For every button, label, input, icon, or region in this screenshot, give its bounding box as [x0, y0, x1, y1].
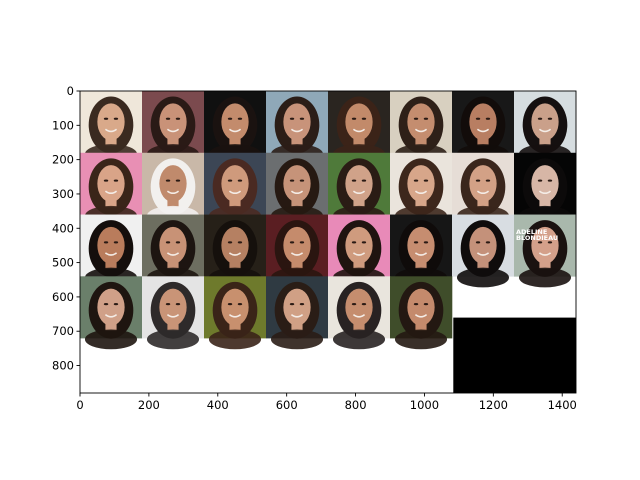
face-tile	[328, 276, 391, 350]
face-tile	[142, 91, 205, 164]
x-tick-label: 400	[207, 398, 229, 412]
x-tick-label: 600	[276, 398, 298, 412]
face-tile	[328, 91, 391, 164]
face-tile	[80, 152, 143, 226]
face-tile	[266, 91, 329, 164]
y-tick-label: 700	[52, 324, 74, 338]
face-tile	[452, 91, 515, 164]
x-tick-label: 0	[76, 398, 83, 412]
empty-tile-area	[453, 317, 576, 393]
face-tiles	[80, 91, 577, 350]
x-axis: 0 200 400 600 800 1000 1200 1400	[76, 393, 577, 412]
tile-watermark-line2: BLONDIEAU	[516, 234, 558, 242]
axes-frame	[79, 90, 577, 394]
face-tile	[452, 152, 515, 226]
tile-watermark-line1: ADELINE	[516, 228, 547, 236]
face-tile	[452, 214, 515, 288]
y-tick-label: 400	[52, 221, 74, 235]
face-tile	[266, 152, 329, 226]
y-tick-label: 0	[67, 84, 74, 98]
y-tick-label: 600	[52, 290, 74, 304]
face-tile	[204, 276, 267, 350]
face-tile	[80, 214, 143, 288]
face-tile	[390, 276, 453, 350]
y-tick-label: 100	[52, 118, 74, 132]
x-tick-label: 200	[138, 398, 160, 412]
y-tick-label: 300	[52, 187, 74, 201]
y-tick-label: 200	[52, 153, 74, 167]
face-tile	[390, 91, 453, 164]
face-tile	[204, 152, 267, 226]
y-tick-label: 500	[52, 256, 74, 270]
x-tick-label: 1200	[479, 398, 508, 412]
face-tile	[266, 276, 329, 350]
y-tick-label: 800	[52, 359, 74, 373]
x-tick-label: 800	[345, 398, 367, 412]
face-tile	[142, 276, 205, 350]
face-tile	[514, 214, 577, 288]
x-tick-label: 1000	[410, 398, 439, 412]
x-tick-label: 1400	[548, 398, 577, 412]
y-axis: 0 100 200 300 400 500 600 700 800	[52, 84, 80, 373]
face-tile	[80, 276, 143, 350]
